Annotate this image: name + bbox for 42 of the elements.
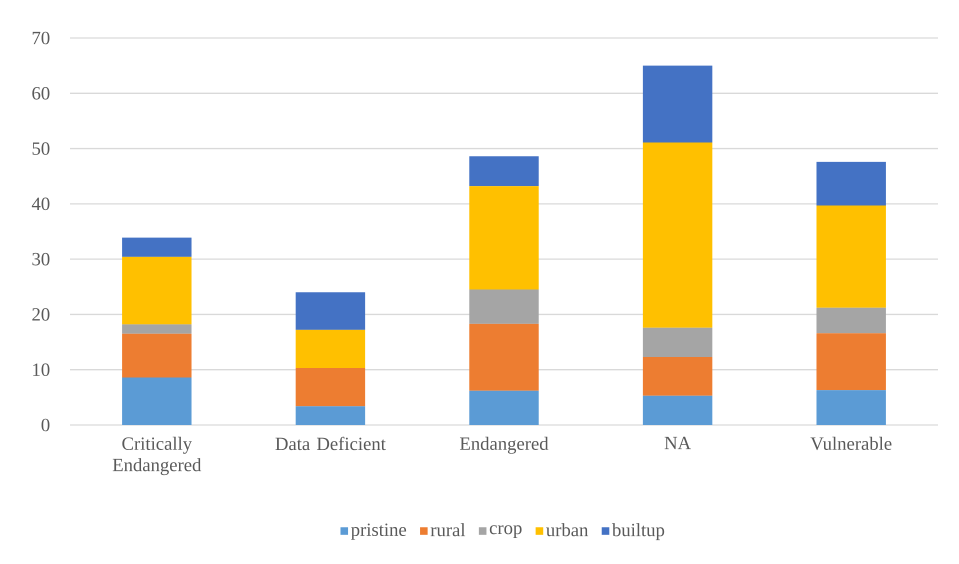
y-tick-label: 10 [33,363,50,376]
bar [642,328,712,357]
bar [816,206,886,308]
legend-label: pristine [351,523,406,540]
x-tick-label: Critically Endangered [112,436,202,476]
y-tick-label: 30 [32,252,50,266]
bar [122,377,192,425]
bar [642,66,712,142]
bar [296,292,366,330]
y-tick-label: 40 [32,198,50,210]
bar [816,333,886,390]
bar [469,186,539,290]
bar [642,142,712,328]
bar [642,396,712,425]
bar [296,368,366,406]
bar [469,290,539,324]
bar [296,330,366,368]
y-tick-label: 0 [42,418,50,432]
bar [122,324,192,334]
x-tick-label: Vulnerable [810,436,892,450]
bar [642,356,712,396]
bar [122,256,192,324]
x-tick-label: Endangered [460,436,548,454]
bar [469,390,539,425]
bar [816,162,886,206]
legend-label: rural [430,523,466,536]
y-tick-label: 70 [32,32,50,44]
legend-label: urban [546,523,588,536]
y-tick-label: 20 [32,308,50,321]
legend-label: crop [490,525,522,538]
legend-label: builtup [612,523,664,540]
bar [469,324,539,391]
y-tick-label: 60 [32,86,50,100]
x-tick-label: Data Deficient [275,436,386,450]
bar [122,238,192,257]
y-tick-label: 50 [32,142,50,155]
bar [122,334,192,378]
bar [469,156,539,186]
bar [816,390,886,425]
x-tick-label: NA [664,436,691,450]
bar [816,308,886,334]
bar [296,406,366,425]
